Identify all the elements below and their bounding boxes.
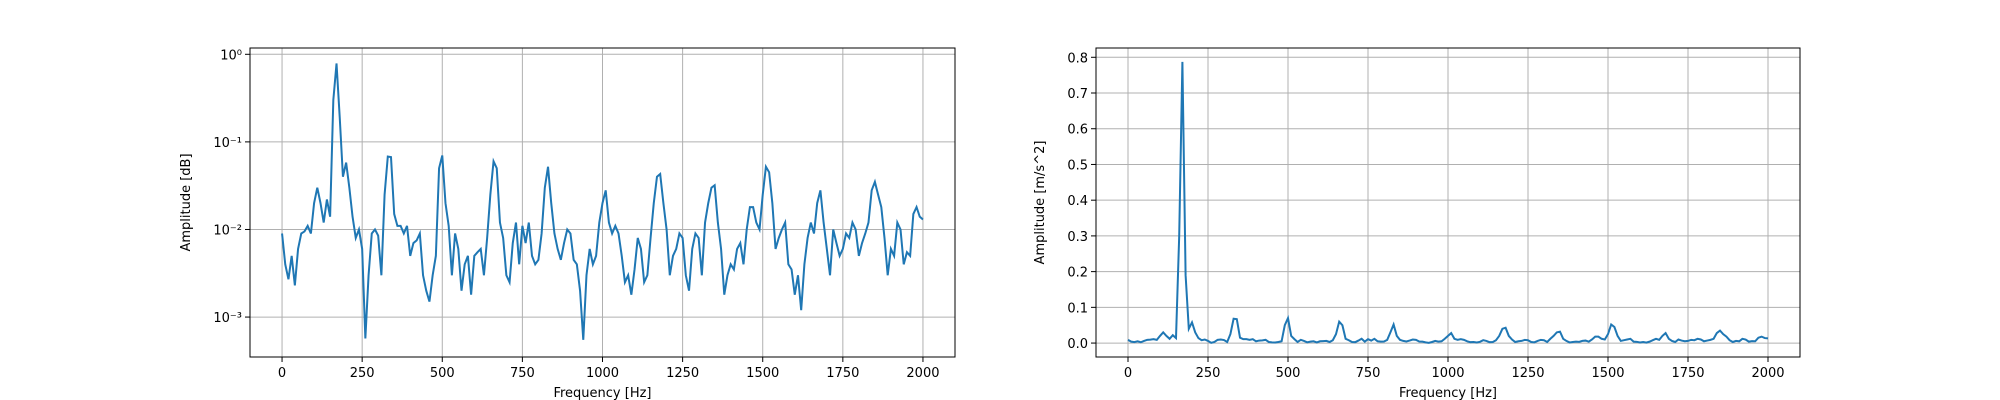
x-tick-label: 750 bbox=[1356, 366, 1381, 381]
x-tick-label: 1500 bbox=[1591, 366, 1624, 381]
x-tick-label: 1000 bbox=[586, 366, 619, 381]
x-tick-label: 2000 bbox=[906, 366, 939, 381]
x-tick-label: 500 bbox=[430, 366, 455, 381]
y-axis-label: Amplitude [m/s^2] bbox=[1033, 141, 1048, 265]
y-tick-label: 10⁻³ bbox=[213, 311, 242, 326]
x-tick-label: 1000 bbox=[1431, 366, 1464, 381]
x-tick-label: 1750 bbox=[826, 366, 859, 381]
y-axis-label: Amplitude [dB] bbox=[179, 153, 194, 251]
x-tick-label: 0 bbox=[278, 366, 286, 381]
line bbox=[281, 63, 924, 340]
y-tick-label: 10⁻¹ bbox=[213, 136, 242, 151]
x-tick-label: 1250 bbox=[666, 366, 699, 381]
x-tick-label: 1500 bbox=[746, 366, 779, 381]
y-tick-label: 10⁻² bbox=[213, 223, 242, 238]
x-tick-label: 1250 bbox=[1511, 366, 1544, 381]
y-tick-label: 0.8 bbox=[1067, 51, 1088, 66]
x-axis-label: Frequency [Hz] bbox=[553, 386, 651, 400]
y-tick-label: 0.2 bbox=[1067, 266, 1088, 281]
y-tick-label: 10⁰ bbox=[220, 48, 242, 63]
x-tick-label: 0 bbox=[1124, 366, 1132, 381]
line bbox=[1127, 61, 1769, 344]
y-tick-label: 0.3 bbox=[1067, 230, 1088, 245]
y-tick-label: 0.4 bbox=[1067, 194, 1088, 209]
x-tick-label: 750 bbox=[510, 366, 535, 381]
axes-frame bbox=[249, 47, 956, 358]
y-tick-label: 0.0 bbox=[1067, 337, 1088, 352]
x-tick-label: 250 bbox=[1196, 366, 1221, 381]
y-tick-label: 0.1 bbox=[1067, 301, 1088, 316]
y-tick-label: 0.6 bbox=[1067, 123, 1088, 138]
axes-frame bbox=[1095, 47, 1801, 358]
y-tick-label: 0.5 bbox=[1067, 158, 1088, 173]
x-tick-label: 2000 bbox=[1751, 366, 1784, 381]
x-tick-label: 500 bbox=[1276, 366, 1301, 381]
x-tick-label: 1750 bbox=[1671, 366, 1704, 381]
x-axis-label: Frequency [Hz] bbox=[1399, 386, 1497, 400]
y-tick-label: 0.7 bbox=[1067, 87, 1088, 102]
x-tick-label: 250 bbox=[350, 366, 375, 381]
